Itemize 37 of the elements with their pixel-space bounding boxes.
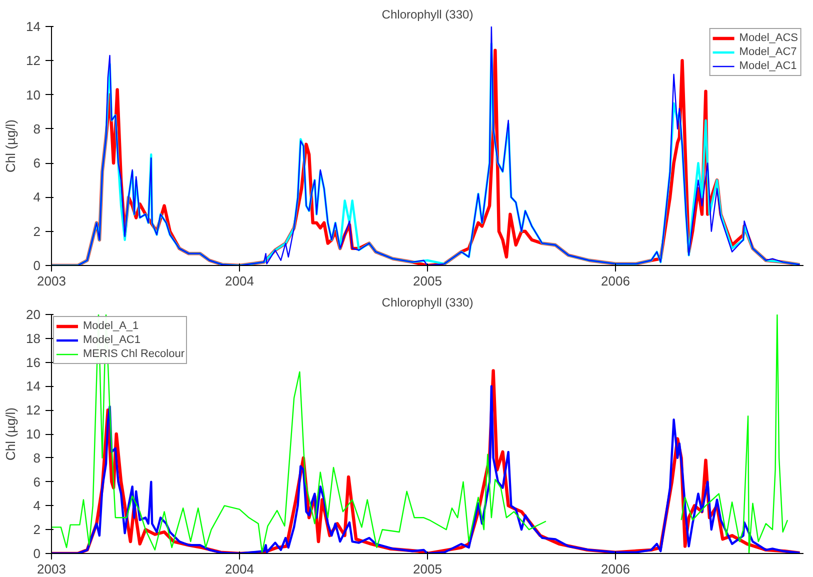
y-tick-label: 14	[26, 378, 41, 394]
legend-label: Model_AC1	[739, 59, 797, 73]
y-tick-label: 4	[33, 498, 41, 514]
y-tick-label: 8	[33, 450, 41, 466]
y-tick-label: 2	[33, 522, 41, 538]
y-tick-label: 6	[33, 474, 41, 490]
x-tick-label: 2005	[413, 562, 442, 576]
legend-label: MERIS Chl Recolour	[83, 347, 184, 361]
x-tick-label: 2005	[413, 274, 442, 288]
y-tick-label: 4	[33, 190, 41, 205]
y-tick-label: 20	[26, 307, 41, 322]
y-tick-label: 2	[33, 224, 41, 239]
y-tick-label: 12	[26, 402, 41, 418]
y-axis-title: Chl (µg/l)	[3, 120, 18, 172]
legend-label: Model_AC1	[83, 333, 140, 347]
y-tick-label: 0	[33, 546, 41, 561]
y-tick-label: 8	[33, 121, 41, 136]
legend-label: Model_ACS	[739, 31, 798, 45]
y-axis-title: Chl (µg/l)	[3, 408, 18, 460]
x-tick-label: 2006	[601, 562, 630, 576]
x-tick-label: 2004	[225, 562, 254, 576]
y-tick-label: 10	[26, 426, 41, 442]
y-tick-label: 6	[33, 156, 41, 171]
legend-label: Model_AC7	[739, 45, 797, 59]
y-tick-label: 0	[33, 258, 41, 273]
y-tick-label: 16	[26, 354, 41, 370]
y-tick-label: 12	[26, 53, 41, 68]
x-tick-label: 2004	[225, 274, 254, 288]
y-tick-label: 18	[26, 330, 41, 346]
legend-label: Model_A_1	[83, 319, 139, 333]
chart-title: Chlorophyll (330)	[382, 8, 474, 22]
y-tick-label: 14	[26, 19, 41, 34]
x-tick-label: 2003	[37, 274, 66, 288]
chart-title: Chlorophyll (330)	[382, 296, 474, 310]
x-tick-label: 2006	[601, 274, 630, 288]
x-tick-label: 2003	[37, 562, 66, 576]
y-tick-label: 10	[26, 87, 41, 102]
